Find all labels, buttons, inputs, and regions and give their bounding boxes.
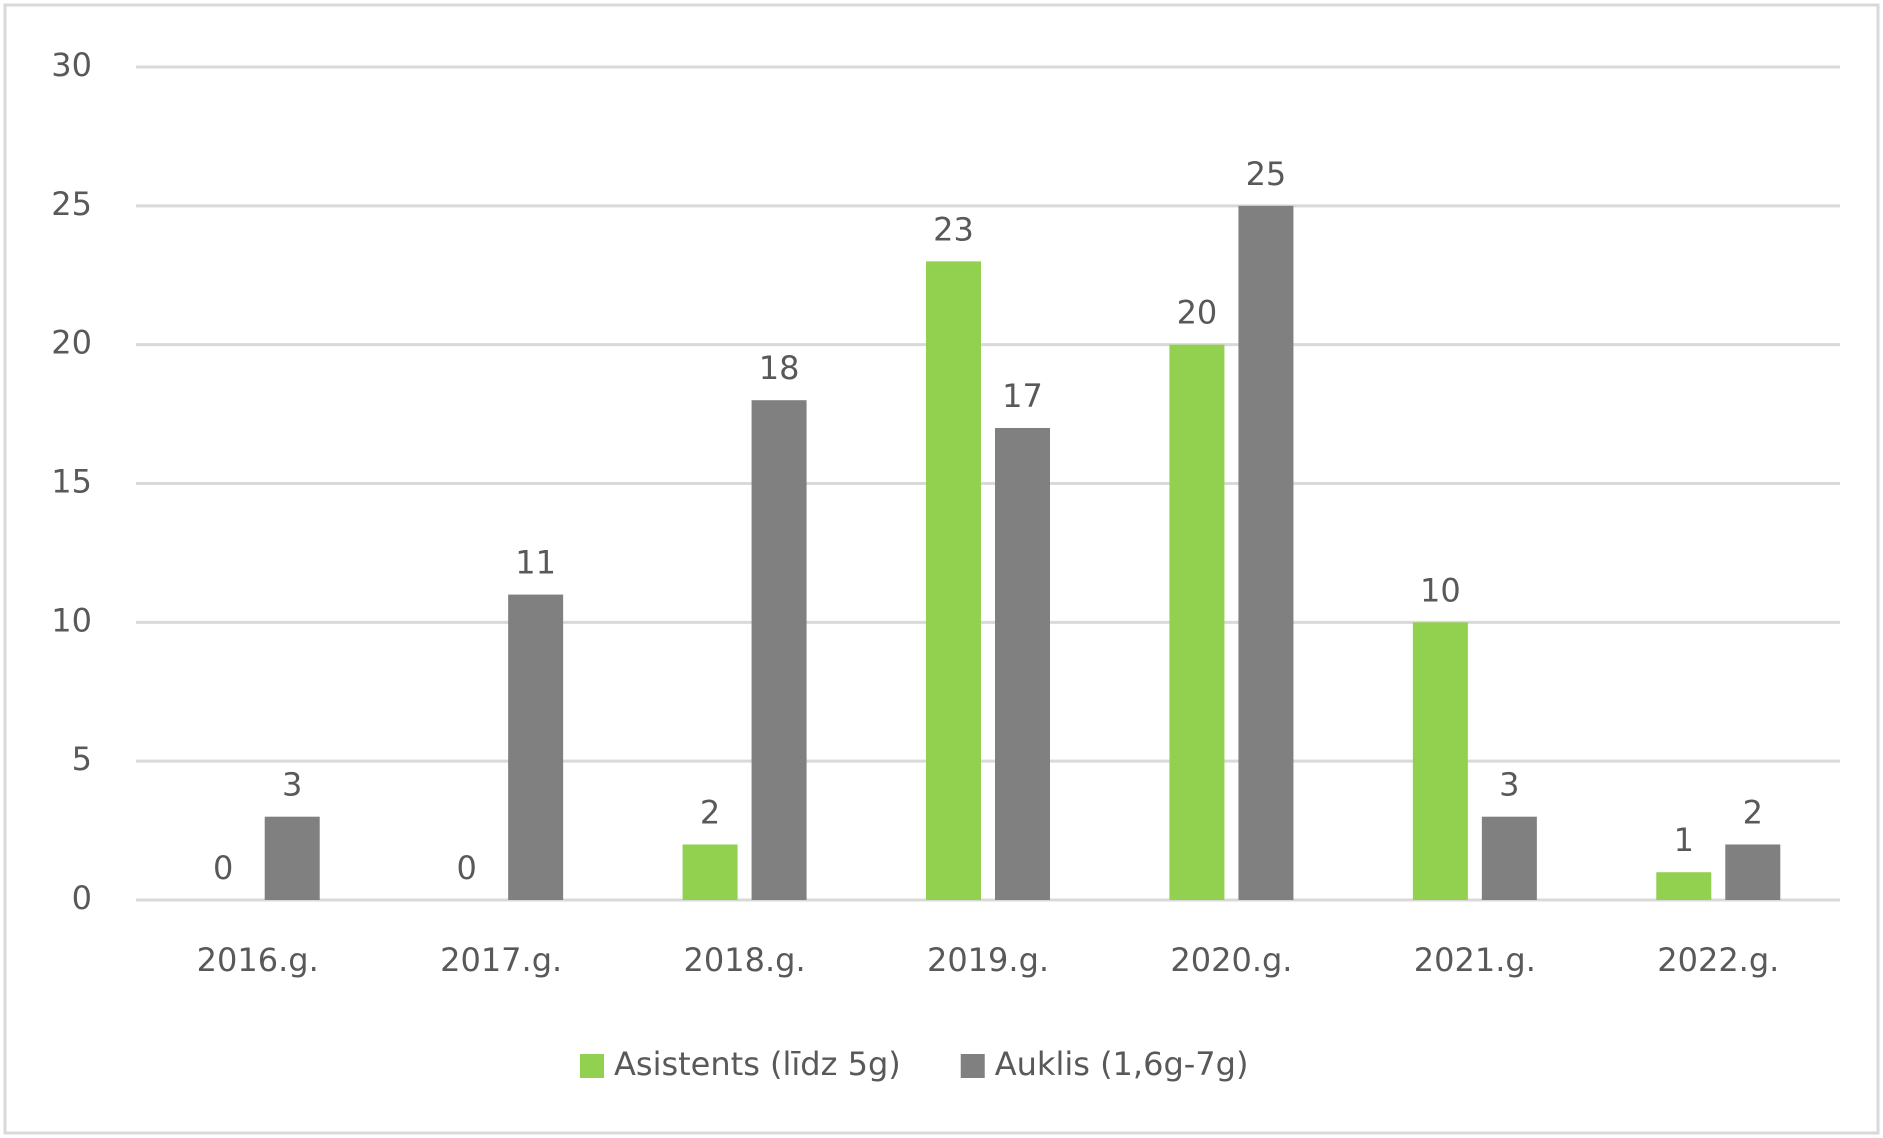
data-label: 25 (1246, 155, 1287, 193)
x-tick-label: 2021.g. (1414, 941, 1536, 979)
data-label: 3 (282, 766, 302, 804)
x-tick-label: 2017.g. (440, 941, 562, 979)
y-tick-label: 25 (51, 185, 92, 223)
y-tick-label: 5 (72, 740, 92, 778)
data-label: 2 (700, 793, 720, 831)
data-label: 18 (759, 349, 800, 387)
legend-label: Asistents (līdz 5g) (614, 1045, 901, 1083)
bar (1725, 844, 1781, 900)
y-tick-label: 15 (51, 463, 92, 501)
x-tick-label: 2019.g. (927, 941, 1049, 979)
y-tick-label: 0 (72, 879, 92, 917)
x-tick-label: 2020.g. (1170, 941, 1292, 979)
data-label: 3 (1499, 766, 1519, 804)
bar (1412, 622, 1468, 900)
legend-swatch (960, 1054, 985, 1078)
y-tick-label: 30 (51, 46, 92, 84)
bar (1169, 344, 1225, 901)
x-tick-label: 2018.g. (684, 941, 806, 979)
legend-swatch (580, 1054, 604, 1078)
data-label: 0 (456, 849, 476, 887)
data-label: 0 (213, 849, 233, 887)
bar (995, 427, 1050, 900)
bar (1481, 816, 1537, 900)
data-label: 2 (1743, 793, 1763, 831)
y-tick-label: 20 (51, 324, 92, 362)
data-label: 11 (515, 544, 556, 582)
bar (1238, 205, 1294, 901)
bar (751, 400, 807, 900)
data-label: 20 (1177, 294, 1218, 332)
x-tick-label: 2016.g. (197, 941, 319, 979)
bar (682, 844, 738, 900)
data-label: 17 (1002, 377, 1043, 415)
bar (508, 594, 564, 900)
bar (264, 816, 320, 900)
legend-label: Auklis (1,6g-7g) (995, 1045, 1249, 1083)
data-label: 1 (1674, 821, 1694, 859)
data-label: 10 (1420, 571, 1461, 609)
data-label: 23 (933, 210, 974, 248)
bar (926, 261, 981, 900)
bar (1656, 872, 1712, 900)
y-tick-label: 10 (51, 601, 92, 639)
x-tick-label: 2022.g. (1657, 941, 1779, 979)
